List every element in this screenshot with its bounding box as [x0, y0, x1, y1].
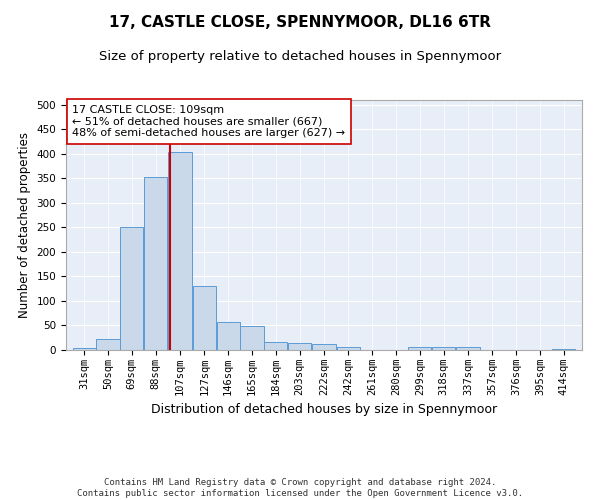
Y-axis label: Number of detached properties: Number of detached properties: [18, 132, 31, 318]
Bar: [312, 344, 336, 350]
Bar: [144, 177, 167, 350]
Bar: [217, 322, 240, 350]
Text: Size of property relative to detached houses in Spennymoor: Size of property relative to detached ho…: [99, 50, 501, 63]
X-axis label: Distribution of detached houses by size in Spennymoor: Distribution of detached houses by size …: [151, 404, 497, 416]
Text: 17 CASTLE CLOSE: 109sqm
← 51% of detached houses are smaller (667)
48% of semi-d: 17 CASTLE CLOSE: 109sqm ← 51% of detache…: [72, 105, 346, 138]
Bar: [337, 347, 360, 350]
Bar: [552, 348, 575, 350]
Bar: [432, 347, 455, 350]
Bar: [168, 152, 192, 350]
Bar: [97, 339, 119, 350]
Bar: [73, 348, 96, 350]
Text: Contains HM Land Registry data © Crown copyright and database right 2024.
Contai: Contains HM Land Registry data © Crown c…: [77, 478, 523, 498]
Bar: [241, 326, 263, 350]
Bar: [120, 228, 143, 350]
Text: 17, CASTLE CLOSE, SPENNYMOOR, DL16 6TR: 17, CASTLE CLOSE, SPENNYMOOR, DL16 6TR: [109, 15, 491, 30]
Bar: [408, 347, 431, 350]
Bar: [264, 342, 287, 350]
Bar: [456, 347, 480, 350]
Bar: [193, 286, 216, 350]
Bar: [288, 343, 311, 350]
